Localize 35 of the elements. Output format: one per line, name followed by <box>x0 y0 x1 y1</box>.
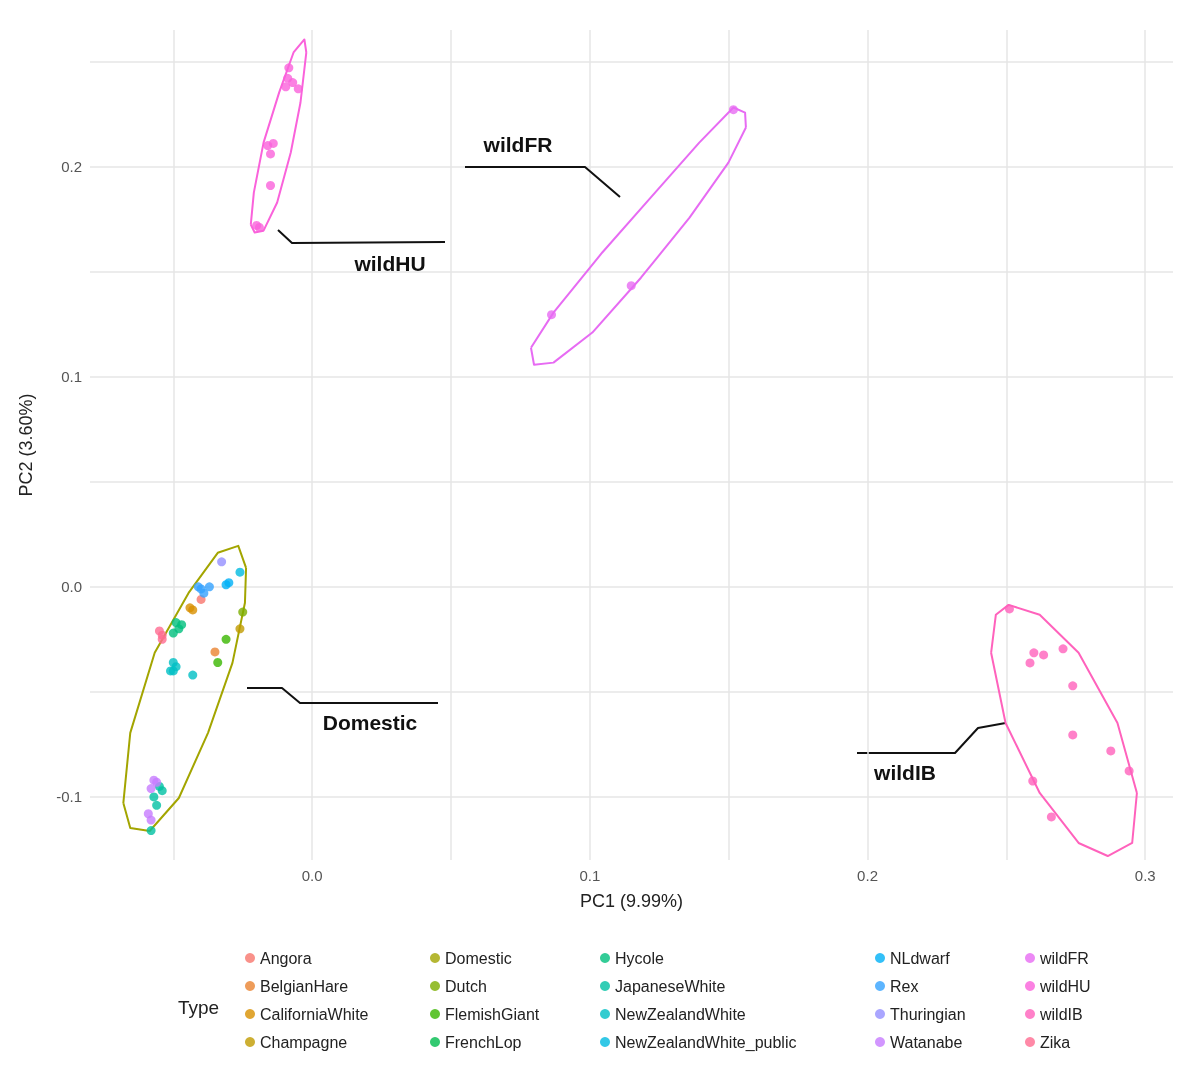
legend-label: NewZealandWhite_public <box>615 1033 797 1052</box>
legend-label: Zika <box>1040 1033 1071 1051</box>
legend-label: CaliforniaWhite <box>260 1005 369 1023</box>
annotation: wildFR <box>482 132 553 156</box>
x-tick-label: 0.1 <box>579 867 601 884</box>
legend-label: JapaneseWhite <box>615 977 726 995</box>
legend-label: Thuringian <box>890 1005 966 1023</box>
legend-label: BelgianHare <box>260 977 349 995</box>
legend-label: Domestic <box>445 949 512 967</box>
legend-label: NewZealandWhite <box>615 1005 746 1023</box>
legend-label: FrenchLop <box>445 1033 522 1051</box>
legend-label: Champagne <box>260 1033 348 1051</box>
x-tick-label: 0.3 <box>1134 867 1156 884</box>
y-tick-label: 0.1 <box>61 368 82 386</box>
legend-label: NLdwarf <box>890 949 951 967</box>
legend-title: Type <box>178 997 220 1018</box>
annotation: Domestic <box>322 710 418 734</box>
x-axis-title: PC1 (9.99%) <box>579 891 684 911</box>
x-tick-label: 0.2 <box>857 867 878 884</box>
legend-label: wildHU <box>1039 977 1091 995</box>
legend-label: wildIB <box>1039 1005 1083 1023</box>
legend-label: wildFR <box>1039 949 1089 967</box>
legend-label: Angora <box>260 949 312 967</box>
legend-label: Watanabe <box>890 1033 963 1051</box>
annotation: wildHU <box>353 251 426 275</box>
x-tick-label: 0.0 <box>301 867 323 884</box>
y-tick-label: 0.0 <box>61 578 82 596</box>
y-axis-title: PC2 (3.60%) <box>16 393 36 497</box>
legend-label: Hycole <box>615 949 665 967</box>
legend-label: Rex <box>890 977 919 995</box>
legend-label: Dutch <box>445 977 487 995</box>
legend-label: FlemishGiant <box>445 1005 540 1023</box>
annotation: wildIB <box>873 760 936 784</box>
y-tick-label: 0.2 <box>61 158 82 176</box>
y-tick-label: -0.1 <box>56 788 82 806</box>
